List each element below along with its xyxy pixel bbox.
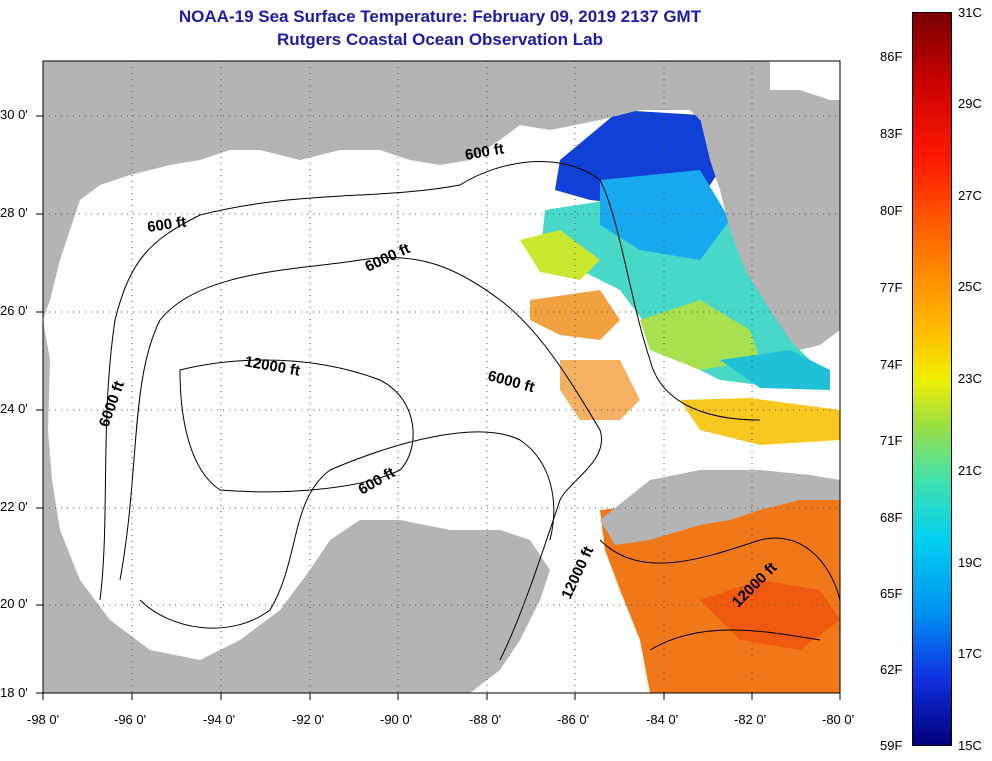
longitude-label: -84 0' [646,712,679,727]
colorbar-f-label: 80F [880,203,903,218]
map-title: NOAA-19 Sea Surface Temperature: Februar… [178,7,702,26]
longitude-label: -90 0' [380,712,413,727]
colorbar-f-label: 83F [880,126,903,141]
colorbar-f-label: 62F [880,662,903,677]
colorbar-f-label: 86F [880,49,903,64]
latitude-label: 26 0' [0,303,28,318]
longitude-label: -92 0' [292,712,325,727]
axis-ticks [36,115,841,700]
colorbar-f-label: 77F [880,280,903,295]
colorbar-f-label: 59F [880,738,903,753]
temperature-colorbar [912,12,952,746]
colorbar-c-label: 15C [958,738,982,753]
graticule [43,61,840,693]
bathymetry-contours [99,161,840,661]
latitude-label: 20 0' [0,596,28,611]
colorbar-c-label: 27C [958,188,982,203]
colorbar-c-label: 17C [958,646,982,661]
colorbar-c-label: 25C [958,279,982,294]
latitude-label: 28 0' [0,205,28,220]
colorbar-f-label: 71F [880,433,903,448]
colorbar-c-label: 19C [958,555,982,570]
sst-data-layer [520,110,840,693]
longitude-label: -94 0' [203,712,236,727]
colorbar-c-label: 29C [958,96,982,111]
colorbar-c-label: 21C [958,463,982,478]
longitude-label: -98 0' [27,712,60,727]
longitude-label: -80 0' [822,712,855,727]
longitude-label: -82 0' [734,712,767,727]
colorbar-c-label: 23C [958,371,982,386]
map-subtitle: Rutgers Coastal Ocean Observation Lab [277,30,603,49]
colorbar-f-label: 74F [880,357,903,372]
latitude-label: 18 0' [0,685,28,700]
contour-label: 600 ft [146,214,187,236]
contour-label: 600 ft [464,140,506,164]
colorbar-c-label: 31C [958,5,982,20]
colorbar-f-label: 65F [880,586,903,601]
latitude-label: 24 0' [0,401,28,416]
longitude-label: -96 0' [114,712,147,727]
colorbar-f-label: 68F [880,510,903,525]
latitude-label: 30 0' [0,107,28,122]
longitude-label: -86 0' [557,712,590,727]
map-frame [42,60,841,694]
latitude-label: 22 0' [0,499,28,514]
longitude-label: -88 0' [469,712,502,727]
